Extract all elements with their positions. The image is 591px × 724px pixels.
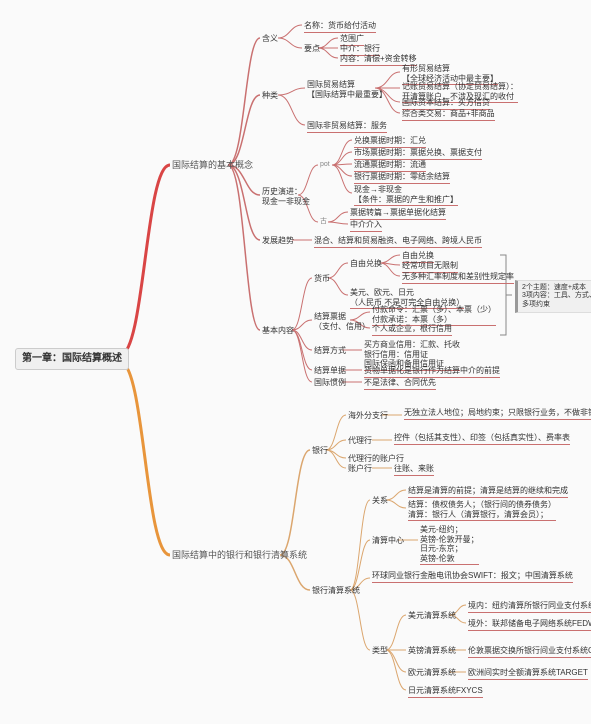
node-tools-1: 付款命令：汇票（多）、本票（少） 付款承诺：本票（多） [372,305,496,326]
node-features: 要点 [304,44,320,54]
node-hist-6: 中介介入 [350,220,382,232]
node-trade-3: 国际资本结算：买方信贷 [402,98,490,110]
node-bank: 银行 [312,446,328,456]
node-doc: 结算单据 [314,366,346,376]
node-doc-1: 货物单据化是银行作为结算中介的前提 [364,366,500,378]
node-nontrade: 国际非贸易结算：服务 [307,121,387,133]
node-sys-cen-1: 美元-纽约； 英镑-伦敦开曼； 日元-东京； 英镑-伦敦 [420,525,479,565]
node-sys: 银行清算系统 [312,586,360,596]
node-tools-2: 个人或企业，根行信用 [372,324,452,336]
node-curr-1b: 经常项目无限制 [402,261,458,273]
node-bank-1a: 无独立法人地位；局地约束；只限银行业务，不做非银行业务 [404,408,591,420]
node-hist-4: 银行票据时期：零结余结算 [354,172,450,184]
node-sys-rel-1: 结算是清算的前提；清算是结算的继续和完成 [408,486,568,498]
node-bank-2a: 控件（包括其支性）、印签（包括真实性）、费率表 [394,433,570,445]
node-rule-1: 不是法律、合同优先 [364,378,436,390]
root-node: 第一章：国际结算概述 [15,348,129,370]
node-pot: pot [320,161,330,169]
node-hist-now: 现金→非现金 【条件：票据的产生和推广】 [354,185,458,206]
side-note: 2个主题：速度+成本 3项内容：工具、方式、单据 多项约束 [515,280,591,313]
node-hist-2: 市场票据时期：票据兑换、票据支付 [354,148,482,160]
node-curr-1: 自由兑换 [350,259,382,269]
node-rule: 国际惯例 [314,378,346,388]
node-sys-t4: 日元清算系统FXYCS [408,686,483,698]
node-def-name: 名称：货币给付活动 [304,21,376,33]
node-trend-1: 混合、结算和贸易融资、电子网络、跨境人民币 [314,236,482,248]
node-hist-5: 票据转篇→票据单据化结算 [350,208,446,220]
branch-bank-systems: 国际结算中的银行和银行清算系统 [172,550,307,561]
node-definition: 含义 [262,34,278,44]
node-types: 种类 [262,91,278,101]
node-content: 基本内容 [262,326,294,336]
node-trade: 国际贸易结算 【国际结算中最重要】 [307,80,387,99]
node-sys-t3: 欧元清算系统 [408,668,456,678]
node-sys-t2a: 伦敦票据交换所银行间业支付系统CHAPS [468,646,591,658]
node-sys-cen: 清算中心 [372,536,404,546]
node-sys-rel: 关系 [372,496,388,506]
node-bank-3: 代理行的账户行 [348,454,404,464]
node-trade-4: 综合类交易：商品+非商品 [402,109,495,121]
node-bank-2: 代理行 [348,436,372,446]
node-hist-1: 兑换票据时期：汇兑 [354,136,426,148]
node-trend: 发展趋势 [262,236,294,246]
node-sys-t1b: 境外：联邦储备电子网络系统FEDWIRE [468,619,591,631]
node-sys-rel-2: 结算：债权债务人；（银行间的债券债务） 清算：银行人（清算银行，清算会员）； [408,500,556,521]
branch-basic-concepts: 国际结算的基本概念 [172,160,253,171]
node-way: 结算方式 [314,346,346,356]
node-sys-t2: 英镑清算系统 [408,646,456,656]
node-sys-t1: 美元清算系统 [408,611,456,621]
node-gu: 古 [320,218,327,226]
node-currency: 货币 [314,274,330,284]
node-bank-4: 账户行 [348,464,372,474]
node-sys-swift: 环球同业银行金融电讯协会SWIFT：报文；中国清算系统 [372,571,573,583]
node-history: 历史演进： 现金一非现金 [262,187,310,206]
node-bank-1: 海外分支行 [348,411,388,421]
node-tools: 结算票据 （支付、信用） [314,312,370,331]
node-bank-4a: 往账、来账 [394,464,434,476]
node-hist-3: 流通票据时期：流通 [354,160,426,172]
node-curr-1c: 无多种汇率制度和差别性规定率 [402,272,514,284]
node-sys-t1a: 境内：纽约清算所银行同业支付系统CHIPS [468,601,591,613]
node-sys-type: 类型 [372,646,388,656]
node-sys-t3a: 欧洲间实时全额清算系统TARGET [468,668,588,680]
